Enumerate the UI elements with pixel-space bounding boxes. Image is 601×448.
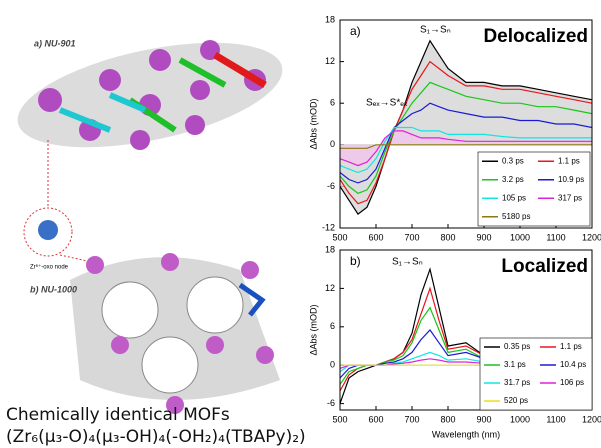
transition-label: S₁→Sₙ [392, 257, 423, 268]
x-tick-label: 800 [440, 414, 455, 424]
y-tick-label: 12 [325, 56, 335, 66]
y-axis-label: ΔAbs (mOD) [308, 304, 318, 355]
panel-title: Delocalized [483, 26, 588, 47]
x-tick-label: 1000 [510, 414, 530, 424]
x-tick-label: 600 [368, 414, 383, 424]
legend-entry: 1.1 ps [558, 156, 580, 165]
legend-entry: 105 ps [502, 193, 526, 202]
label-nu1000: b) NU-1000 [30, 284, 77, 294]
caption-line-1: Chemically identical MOFs [6, 405, 230, 425]
x-tick-label: 700 [404, 232, 419, 242]
x-tick-label: 1100 [546, 414, 565, 424]
panel-title: Localized [501, 256, 588, 277]
x-tick-label: 1200 [582, 232, 601, 242]
x-tick-label: 1100 [546, 232, 565, 242]
panel-label: a) [350, 24, 361, 38]
panel-label: b) [350, 254, 361, 268]
y-tick-label: -6 [327, 398, 335, 408]
legend-entry: 1.1 ps [560, 342, 582, 351]
legend-entry: 3.1 ps [504, 360, 526, 369]
legend-entry: 5180 ps [502, 212, 530, 221]
y-tick-label: -12 [322, 222, 335, 232]
x-tick-label: 900 [476, 232, 491, 242]
y-axis-label: ΔAbs (mOD) [308, 98, 318, 149]
x-tick-label: 900 [476, 414, 491, 424]
legend-entry: 10.9 ps [558, 175, 584, 184]
transition-label: S₁→Sₙ [420, 25, 451, 36]
legend-entry: 10.4 ps [560, 360, 586, 369]
legend-entry: 31.7 ps [504, 378, 530, 387]
node-core [38, 220, 58, 240]
legend-entry: 317 ps [558, 193, 582, 202]
y-tick-label: 6 [330, 98, 335, 108]
figure: a) NU-901 Zr⁶⁺-oxo node b) NU-1000 Chemi… [0, 0, 601, 448]
y-tick-label: -6 [327, 181, 335, 191]
y-tick-label: 18 [325, 14, 335, 24]
node-label: Zr⁶⁺-oxo node [30, 264, 69, 271]
label-nu901: a) NU-901 [34, 38, 76, 48]
x-tick-label: 500 [332, 232, 347, 242]
y-tick-label: 0 [330, 360, 335, 370]
x-tick-label: 700 [404, 414, 419, 424]
legend-entry: 0.3 ps [502, 156, 524, 165]
y-tick-label: 18 [325, 244, 335, 254]
legend-entry: 3.2 ps [502, 175, 524, 184]
x-tick-label: 500 [332, 414, 347, 424]
x-axis-label: Wavelength (nm) [432, 429, 500, 439]
x-tick-label: 1200 [582, 414, 601, 424]
caption-line-2: (Zr₆(μ₃-O)₄(μ₃-OH)₄(-OH₂)₄(TBAPy)₂) [6, 427, 306, 447]
x-tick-label: 600 [368, 232, 383, 242]
x-tick-label: 800 [440, 232, 455, 242]
legend-entry: 520 ps [504, 396, 528, 405]
y-tick-label: 6 [330, 321, 335, 331]
transition-label: Sₑₓ→S*ₑₓ [366, 98, 408, 109]
legend-entry: 106 ps [560, 378, 584, 387]
mof-illustration: a) NU-901 Zr⁶⁺-oxo node b) NU-1000 Chemi… [6, 23, 306, 447]
y-tick-label: 12 [325, 283, 335, 293]
x-tick-label: 1000 [510, 232, 530, 242]
legend-entry: 0.35 ps [504, 342, 530, 351]
y-tick-label: 0 [330, 139, 335, 149]
